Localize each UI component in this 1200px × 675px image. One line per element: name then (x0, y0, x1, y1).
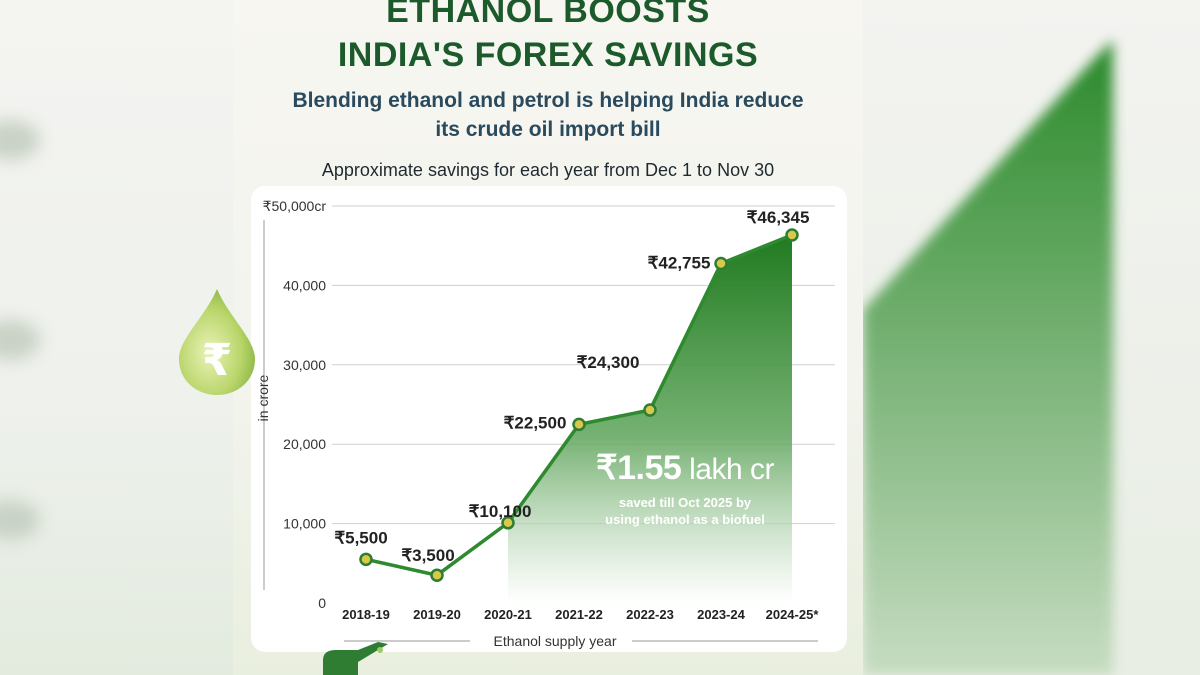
data-value-label: ₹10,100 (469, 502, 532, 521)
savings-area (508, 235, 792, 604)
data-point (359, 552, 373, 567)
total-savings-text: saved till Oct 2025 by using ethanol as … (605, 495, 765, 527)
y-tick-label: 0 (318, 595, 326, 611)
data-point (643, 403, 657, 417)
total-savings-amount: ₹1.55 lakh cr (595, 449, 775, 487)
x-tick-label: 2019-20 (413, 607, 461, 622)
subtitle: Blending ethanol and petrol is helping I… (273, 86, 823, 144)
title-line-1: ETHANOL BOOSTS (386, 0, 710, 30)
fuel-pump-icon (323, 642, 388, 675)
subtitle-line-1: Blending ethanol and petrol is helping I… (292, 89, 804, 112)
data-point (714, 256, 728, 271)
y-tick-label: 30,000 (283, 357, 326, 373)
data-point (785, 228, 799, 242)
x-tick-label: 2020-21 (484, 607, 532, 622)
title-line-2: INDIA'S FOREX SAVINGS (337, 36, 759, 74)
data-point (501, 516, 515, 530)
data-value-label: ₹24,300 (577, 353, 640, 372)
background-right (863, 0, 1200, 675)
y-axis-label: in crore (255, 374, 271, 421)
data-value-label: ₹22,500 (504, 413, 567, 432)
y-tick-label: ₹50,000cr (263, 198, 327, 214)
x-tick-label: 2021-22 (555, 607, 603, 622)
data-value-label: ₹3,500 (401, 546, 454, 565)
x-tick-label: 2024-25* (766, 607, 820, 622)
data-point (430, 568, 444, 582)
x-tick-label: 2022-23 (626, 607, 674, 622)
rupee-drop-icon: ₹ (179, 289, 255, 395)
data-value-label: ₹46,345 (747, 208, 810, 227)
y-tick-label: 10,000 (283, 516, 326, 532)
data-value-label: ₹42,755 (648, 254, 711, 273)
y-tick-label: 40,000 (283, 277, 326, 293)
period-note: Approximate savings for each year from D… (321, 160, 775, 180)
x-tick-label: 2018-19 (342, 607, 390, 622)
svg-text:₹: ₹ (202, 335, 233, 386)
y-tick-label: 20,000 (283, 436, 326, 452)
subtitle-line-2: its crude oil import bill (435, 118, 661, 141)
total-savings-callout: ₹1.55 lakh cr saved till Oct 2025 by usi… (560, 448, 810, 528)
x-axis-label: Ethanol supply year (494, 633, 617, 649)
data-point (572, 417, 586, 432)
data-value-label: ₹5,500 (334, 528, 387, 547)
x-tick-label: 2023-24 (697, 607, 745, 622)
